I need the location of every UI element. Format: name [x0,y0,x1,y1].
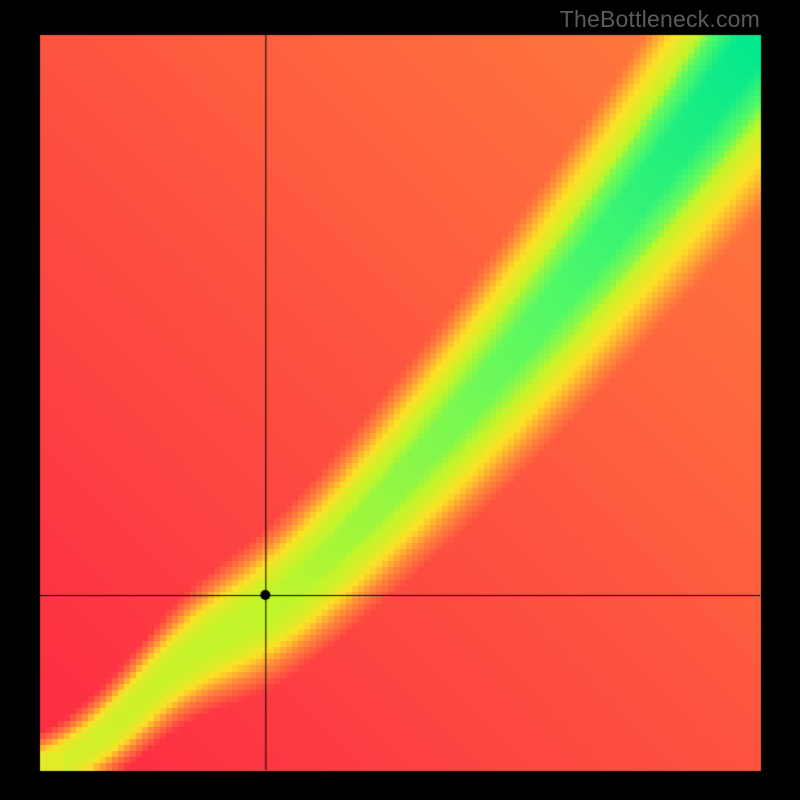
bottleneck-heatmap [0,0,800,800]
watermark-text: TheBottleneck.com [560,6,760,33]
chart-container: TheBottleneck.com [0,0,800,800]
